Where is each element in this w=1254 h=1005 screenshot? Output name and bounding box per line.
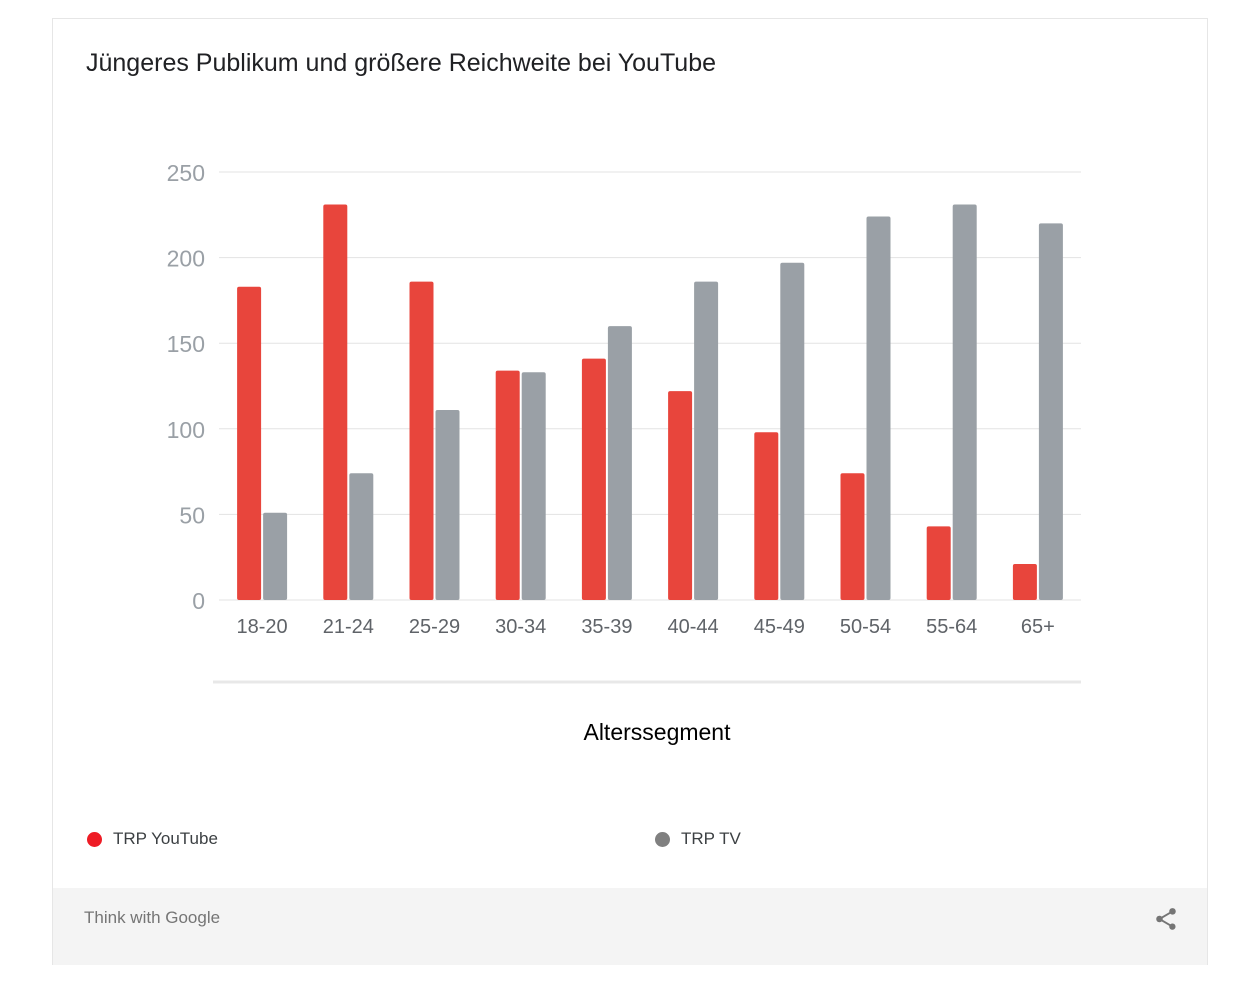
bar-youtube [495,370,520,600]
x-tick-label: 65+ [1021,616,1055,638]
y-tick-label: 0 [192,588,205,614]
chart-title: Jüngeres Publikum und größere Reichweite… [86,49,717,77]
x-tick-label: 35-39 [581,616,632,638]
y-tick-label: 250 [167,160,205,186]
card-footer: Think with Google [53,888,1207,965]
y-tick-label: 200 [167,246,205,272]
share-icon[interactable] [1153,906,1179,932]
x-axis-title: Alterssegment [583,719,731,745]
bar-tv [263,512,288,600]
x-tick-label: 25-29 [409,616,460,638]
bar-youtube [926,526,951,600]
legend-dot-tv [655,831,670,847]
legend-item-tv[interactable]: TRP TV [655,829,741,849]
legend-label-youtube: TRP YouTube [113,829,218,848]
bar-tv [349,473,374,600]
bar-youtube [581,358,606,600]
x-tick-label: 55-64 [926,616,977,638]
bar-tv [952,204,977,600]
legend-label-tv: TRP TV [681,829,741,848]
x-tick-label: 18-20 [237,616,288,638]
bar-youtube [237,286,262,600]
chart-card: Jüngeres Publikum und größere Reichweite… [52,18,1208,965]
bar-youtube [323,204,348,600]
x-tick-label: 45-49 [754,616,805,638]
y-tick-label: 100 [167,417,205,443]
y-tick-label: 50 [179,502,205,528]
bar-tv [1038,223,1063,601]
bar-youtube [840,473,865,600]
bar-tv [435,409,460,600]
x-tick-label: 40-44 [668,616,719,638]
x-tick-label: 21-24 [323,616,374,638]
legend-dot-youtube [87,831,102,847]
bar-tv [694,281,719,600]
bar-youtube [409,281,434,600]
x-tick-label: 50-54 [840,616,891,638]
bar-tv [866,216,891,600]
brand-text: Think with Google [84,908,221,927]
x-tick-label: 30-34 [495,616,546,638]
bar-youtube [668,391,693,600]
bar-tv [521,372,546,600]
bar-youtube [754,432,779,600]
bar-chart: 0 50 100 150 200 250 18-20 21-24 25-29 30-34 35-39… [167,160,1081,745]
y-tick-label: 150 [167,331,205,357]
bar-youtube [1012,564,1037,600]
bar-tv [780,262,805,600]
legend-item-youtube[interactable]: TRP YouTube [87,829,218,849]
bar-tv [607,326,632,600]
